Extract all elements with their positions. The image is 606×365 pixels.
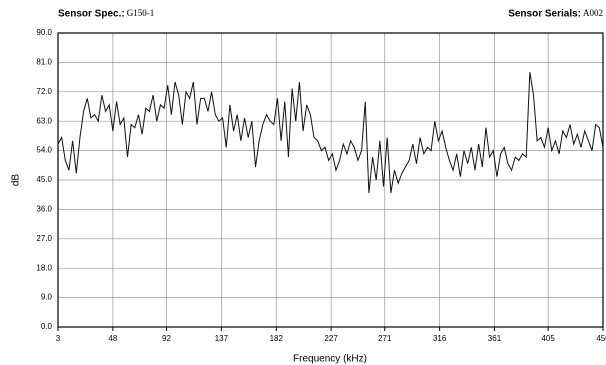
x-tick-label: 271	[378, 334, 392, 343]
y-tick-label: 63.0	[36, 116, 52, 125]
serial-value: A002	[583, 8, 603, 18]
x-tick-label: 405	[541, 334, 555, 343]
y-tick-label: 72.0	[36, 87, 52, 96]
spec-label: Sensor Spec.:	[58, 9, 125, 20]
x-tick-label: 182	[270, 334, 284, 343]
y-tick-label: 90.0	[36, 28, 52, 37]
y-tick-label: 9.0	[41, 293, 53, 302]
x-tick-label: 92	[162, 334, 171, 343]
x-tick-label: 227	[324, 334, 338, 343]
x-tick-label: 48	[108, 334, 117, 343]
x-tick-label: 361	[488, 334, 502, 343]
x-tick-label: 450	[596, 334, 606, 343]
spec-value: G150-1	[127, 8, 155, 18]
y-tick-label: 18.0	[36, 263, 52, 272]
y-tick-label: 27.0	[36, 234, 52, 243]
y-tick-label: 36.0	[36, 205, 52, 214]
y-axis-label: dB	[11, 174, 22, 187]
data-line	[57, 72, 604, 194]
y-tick-label: 54.0	[36, 146, 52, 155]
y-tick-label: 45.0	[36, 175, 52, 184]
y-tick-label: 81.0	[36, 58, 52, 67]
plot-frame	[57, 32, 604, 328]
x-axis-label: Frequency (kHz)	[293, 354, 367, 365]
x-tick-label: 316	[433, 334, 447, 343]
x-tick-label: 137	[215, 334, 229, 343]
serial-label: Sensor Serials:	[508, 9, 581, 20]
x-tick-label: 3	[56, 334, 61, 343]
y-tick-label: 0.0	[41, 322, 53, 331]
